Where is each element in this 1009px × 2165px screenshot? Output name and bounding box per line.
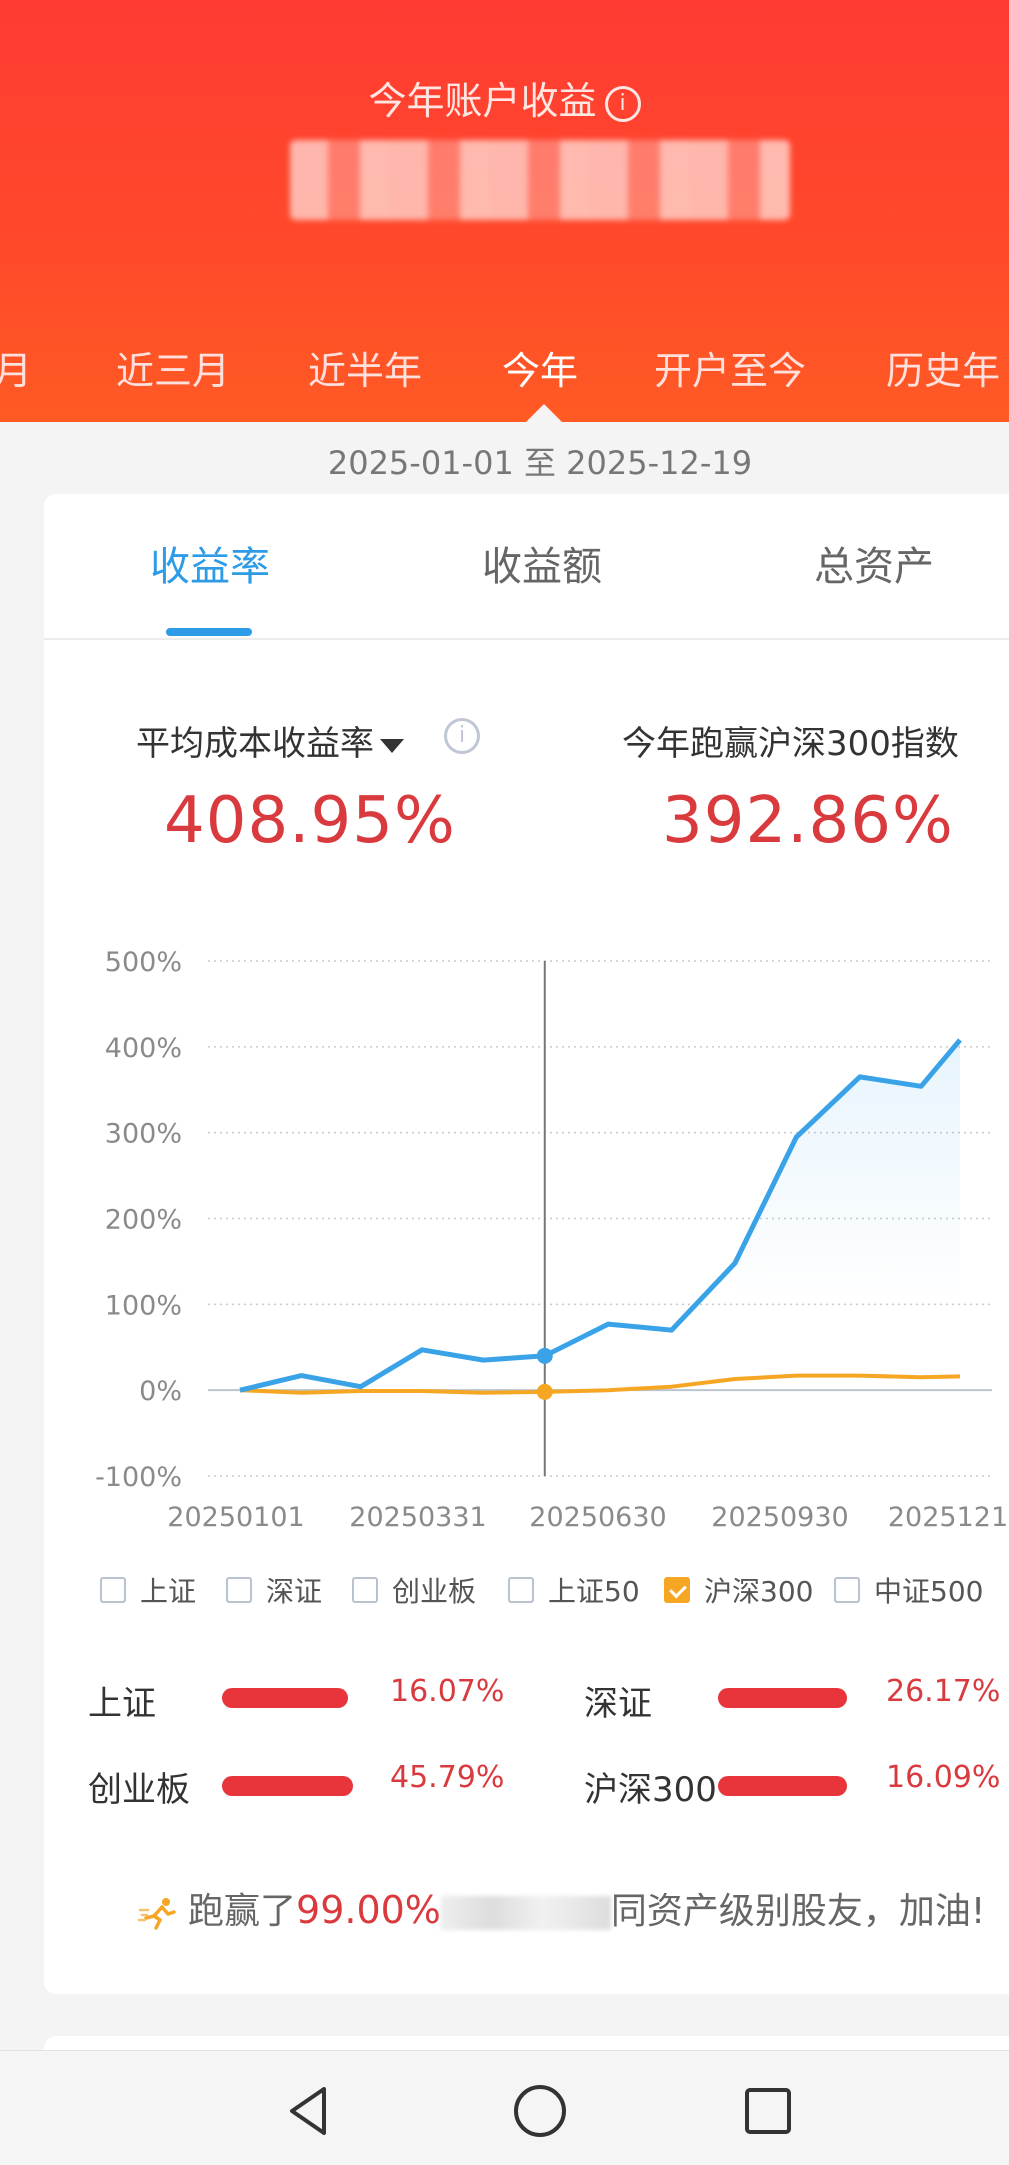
tab-this-year[interactable]: 今年: [502, 349, 579, 393]
recent-square-icon[interactable]: [738, 2081, 798, 2141]
active-tab-caret: [526, 404, 562, 422]
cmp-bar: [718, 1688, 847, 1708]
tab-return-amount[interactable]: 收益额: [482, 544, 602, 590]
checkbox[interactable]: [352, 1577, 378, 1603]
y-tick-label: 300%: [105, 1119, 182, 1150]
area-fill: [735, 1040, 960, 1305]
tab-half-year[interactable]: 近半年: [308, 349, 423, 393]
info-icon[interactable]: i: [444, 718, 480, 754]
cmp-label: 创业板: [88, 1770, 190, 1810]
cmp-value: 16.07%: [390, 1674, 505, 1709]
cmp-value: 26.17%: [886, 1674, 1001, 1709]
page-title: 今年账户收益 i: [0, 70, 1009, 125]
x-tick-label: 2025121: [888, 1502, 1008, 1533]
legend-zz500[interactable]: 中证500: [834, 1570, 983, 1610]
blurred-amount: [290, 140, 790, 220]
checkbox[interactable]: [100, 1577, 126, 1603]
ranking-message: 跑赢了99.00% 同资产级别股友，加油!: [138, 1882, 985, 1934]
series-line-account: [239, 1038, 962, 1393]
runner-icon: [138, 1898, 176, 1930]
checkbox[interactable]: [834, 1577, 860, 1603]
index-legend: 上证 深证 创业板 上证50 沪深300 中证500: [100, 1570, 1000, 1614]
account-header: 今年账户收益 i 月 近三月 近半年 今年 开户至今 历史年: [0, 0, 1009, 422]
beat-index-value: 392.86%: [662, 784, 954, 858]
x-tick-label: 20250331: [349, 1502, 486, 1533]
legend-chuangyeban[interactable]: 创业板: [352, 1570, 476, 1610]
x-tick-label: 20250101: [167, 1502, 304, 1533]
legend-shangzheng[interactable]: 上证: [100, 1570, 196, 1610]
tab-since-open[interactable]: 开户至今: [654, 349, 807, 393]
cmp-bar: [718, 1776, 847, 1796]
cmp-label: 上证: [88, 1684, 156, 1724]
series-line-hs300: [239, 1373, 961, 1395]
tab-total-assets[interactable]: 总资产: [814, 544, 934, 590]
back-triangle-icon[interactable]: [278, 2081, 338, 2141]
cmp-label: 沪深300: [584, 1770, 717, 1810]
cmp-value: 45.79%: [390, 1760, 505, 1795]
y-tick-label: 500%: [105, 947, 182, 978]
x-tick-label: 20250630: [529, 1502, 666, 1533]
tab-history-year[interactable]: 历史年: [886, 349, 1001, 393]
divider: [44, 638, 1009, 640]
system-nav-bar: [0, 2050, 1009, 2165]
checkbox[interactable]: [508, 1577, 534, 1603]
legend-hs300[interactable]: 沪深300: [664, 1570, 813, 1610]
y-tick-label: 100%: [105, 1290, 182, 1321]
beat-index-label: 今年跑赢沪深300指数: [622, 724, 959, 764]
avg-cost-return-value: 408.95%: [164, 784, 456, 858]
returns-chart[interactable]: 500% 400% 300% 200% 100% 0% -100% 20250101 20250…: [0, 900, 1009, 1560]
checkbox[interactable]: [226, 1577, 252, 1603]
y-tick-label: 200%: [105, 1205, 182, 1236]
cmp-bar: [222, 1776, 353, 1796]
y-tick-label: -100%: [95, 1462, 182, 1493]
legend-shangzheng50[interactable]: 上证50: [508, 1570, 640, 1610]
x-tick-label: 20250930: [711, 1502, 848, 1533]
cmp-bar: [222, 1688, 348, 1708]
info-icon[interactable]: i: [604, 85, 641, 122]
y-tick-label: 400%: [105, 1033, 182, 1064]
tab-return-rate[interactable]: 收益率: [150, 544, 270, 590]
checkbox-checked[interactable]: [664, 1577, 690, 1603]
tab-3-months[interactable]: 近三月: [116, 349, 231, 393]
date-range: 2025-01-01 至 2025-12-19: [327, 444, 753, 482]
cmp-value: 16.09%: [886, 1760, 1001, 1795]
crosshair-point: [536, 1347, 553, 1364]
y-tick-label: 0%: [139, 1376, 182, 1407]
blurred-text: [440, 1896, 611, 1930]
avg-cost-return-dropdown[interactable]: 平均成本收益率: [136, 716, 404, 765]
caret-down-icon: [380, 738, 404, 753]
tab-underline: [166, 628, 252, 636]
tab-month[interactable]: 月: [0, 349, 33, 393]
period-tabs: 月 近三月 近半年 今年 开户至今 历史年: [0, 340, 1009, 400]
cmp-label: 深证: [584, 1684, 652, 1724]
home-circle-icon[interactable]: [510, 2081, 570, 2141]
crosshair-point: [536, 1383, 553, 1400]
legend-shenzheng[interactable]: 深证: [226, 1570, 322, 1610]
